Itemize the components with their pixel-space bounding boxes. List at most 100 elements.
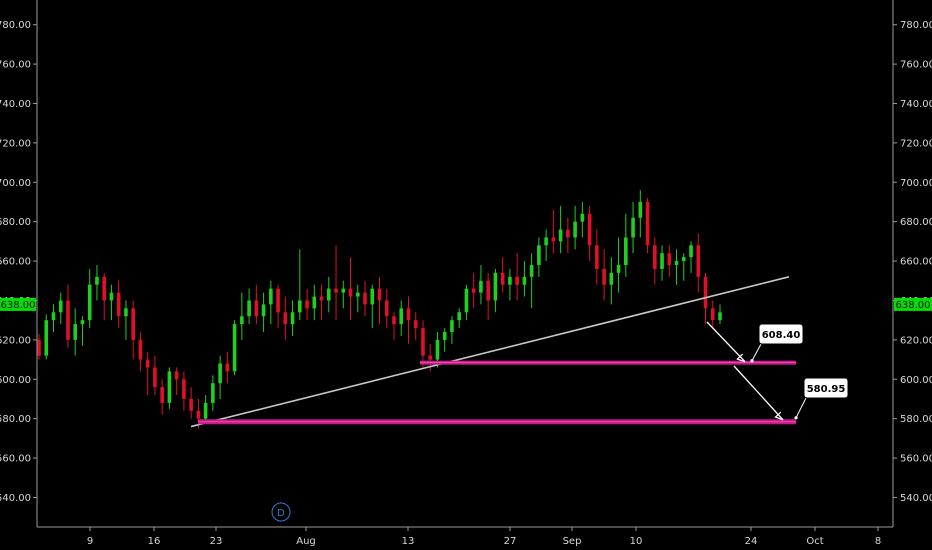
arrow-to-608 [706, 321, 746, 363]
left-y-tick-label: 580.00 [0, 414, 31, 425]
right-y-tick-label: 660.00 [900, 257, 932, 268]
candle-up [261, 304, 266, 317]
candle-up [312, 296, 317, 309]
candle-down [276, 288, 280, 313]
candle-down [602, 268, 606, 285]
arrow-to-580 [733, 365, 784, 421]
candle-up [457, 312, 461, 321]
callout-580-label: 580.95 [807, 384, 846, 395]
left-y-tick-label: 620.00 [0, 335, 31, 346]
left-last-price-label: 638.00 [1, 300, 36, 311]
candle-up [544, 237, 548, 246]
candle-up [269, 288, 273, 305]
candle-down [667, 253, 672, 266]
left-y-tick-label: 680.00 [0, 217, 31, 228]
right-y-tick-label: 560.00 [900, 454, 932, 465]
callout-608[interactable]: 608.40 [758, 323, 804, 345]
candle-down [196, 410, 201, 419]
x-tick-label: 23 [210, 536, 223, 547]
candle-up [580, 213, 585, 222]
callout-580-pointer [795, 397, 807, 419]
candle-up [442, 331, 447, 340]
candle-up [58, 300, 63, 313]
candle-down [363, 292, 367, 305]
x-tick-label: 13 [402, 536, 415, 547]
candle-down [551, 237, 556, 242]
candle-up [355, 292, 360, 297]
right-y-tick-label: 720.00 [900, 138, 932, 149]
right-y-tick-label: 540.00 [900, 493, 932, 504]
left-last-price-badge-bg [0, 297, 36, 311]
candle-down [710, 308, 715, 321]
candle-down [305, 300, 309, 309]
candle-up [218, 363, 222, 384]
candle-up [573, 221, 577, 238]
candle-up [493, 272, 498, 301]
candle-down [319, 296, 324, 301]
candle-down [652, 245, 657, 269]
candle-up [399, 308, 404, 325]
candle-down [500, 272, 505, 285]
candle-up [537, 245, 541, 266]
candle-down [66, 300, 70, 340]
candle-down [413, 320, 418, 329]
callout-580[interactable]: 580.95 [803, 377, 849, 399]
time-axis[interactable]: 9 16 23 Aug 13 27 Sep 10 24 Oct 8 [87, 527, 881, 547]
candle-down [696, 245, 701, 277]
right-last-price-label: 638.00 [896, 300, 931, 311]
candle-down [645, 201, 650, 246]
left-y-tick-label: 540.00 [0, 493, 31, 504]
candle-down [37, 339, 41, 356]
callout-608-label: 608.40 [762, 330, 801, 341]
x-tick-label: 9 [87, 536, 93, 547]
left-y-tick-label: 660.00 [0, 257, 31, 268]
candle-down [392, 316, 396, 325]
candle-down [406, 308, 411, 321]
right-y-tick-label: 700.00 [900, 178, 932, 189]
candle-up [240, 316, 244, 325]
candle-up [522, 276, 527, 285]
candle-up [44, 320, 49, 356]
candle-up [508, 276, 512, 285]
x-tick-label: 24 [745, 536, 758, 547]
right-y-tick-label: 680.00 [900, 217, 932, 228]
candle-down [703, 276, 708, 309]
candle-down [566, 229, 570, 238]
candle-up [298, 300, 302, 313]
candle-up [73, 324, 78, 340]
candle-down [421, 328, 425, 356]
left-y-tick-label: 700.00 [0, 178, 31, 189]
candle-up [290, 312, 295, 325]
x-tick-label: Oct [806, 536, 823, 547]
candle-down [225, 363, 230, 372]
candle-down [131, 308, 135, 340]
drawings-layer [190, 276, 807, 428]
candle-up [87, 284, 92, 321]
trendline[interactable] [190, 276, 790, 428]
candle-down [377, 288, 382, 301]
candle-up [609, 272, 614, 285]
candle-up [558, 229, 563, 242]
interval-badge-circle [271, 502, 291, 522]
callout-608-pointer [751, 343, 762, 361]
x-tick-label: Aug [296, 536, 316, 547]
candle-down [254, 300, 259, 317]
candle-up [718, 312, 722, 321]
candle-up [51, 312, 56, 321]
x-tick-label: 27 [504, 536, 517, 547]
right-last-price-badge: 638.00 [894, 297, 932, 311]
candle-down [153, 367, 157, 388]
x-tick-label: 16 [148, 536, 161, 547]
candle-up [689, 245, 693, 258]
candle-up [660, 253, 664, 269]
candle-down [348, 288, 353, 297]
candle-up [80, 320, 85, 325]
candle-up [479, 280, 483, 293]
candle-up [370, 288, 375, 305]
left-y-tick-label: 780.00 [0, 20, 31, 31]
candle-up [109, 292, 114, 301]
candle-down [138, 339, 143, 360]
interval-badge[interactable]: D [271, 502, 291, 522]
candle-up [435, 339, 440, 360]
